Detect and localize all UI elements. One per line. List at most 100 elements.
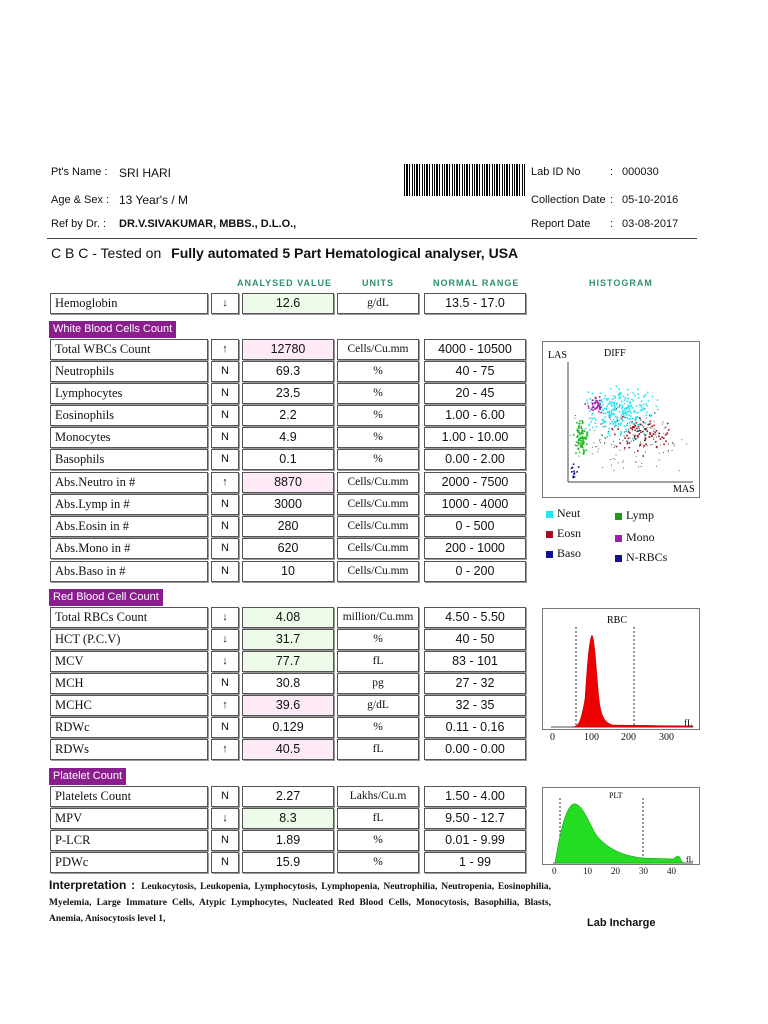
scatter-point: [630, 421, 632, 422]
scatter-point: [604, 394, 606, 397]
rbc-tick: 100: [584, 732, 599, 743]
scatter-point: [649, 432, 652, 434]
scatter-point: [599, 408, 601, 410]
scatter-point: [637, 397, 640, 399]
scatter-point: [619, 396, 622, 399]
scatter-point: [604, 426, 606, 428]
scatter-point: [581, 440, 584, 443]
scatter-point: [638, 428, 640, 429]
scatter-point: [630, 415, 632, 417]
scatter-point: [637, 430, 639, 433]
scatter-point: [608, 427, 610, 430]
flag-indicator: ↓: [211, 651, 239, 672]
colon: :: [610, 194, 614, 206]
section-wbc: White Blood Cells Count: [49, 321, 177, 338]
scatter-point: [650, 422, 652, 425]
scatter-point: [631, 430, 633, 432]
flag-indicator: N: [211, 538, 239, 559]
scatter-point: [626, 442, 629, 445]
analysed-value: 15.9: [242, 852, 334, 873]
scatter-point: [596, 400, 599, 402]
scatter-point: [649, 415, 650, 416]
scatter-point: [588, 423, 591, 426]
normal-range: 13.5 - 17.0: [424, 293, 526, 314]
scatter-point: [616, 418, 618, 421]
scatter-point: [613, 469, 615, 471]
scatter-point: [638, 429, 640, 431]
scatter-point: [638, 404, 641, 406]
scatter-point: [636, 434, 639, 437]
rbc-tick: 300: [659, 732, 674, 743]
scatter-point: [641, 407, 644, 409]
scatter-point: [572, 463, 575, 465]
scatter-point: [622, 439, 624, 441]
scatter-point: [585, 435, 588, 437]
scatter-point: [673, 443, 675, 445]
scatter-point: [641, 463, 643, 465]
scatter-point: [626, 434, 628, 437]
scatter-point: [630, 427, 632, 429]
scatter-point: [634, 419, 636, 421]
interpretation-text: Leukocytosis, Leukopenia, Lymphocytosis,…: [49, 882, 551, 924]
scatter-point: [666, 432, 668, 435]
unit: %: [337, 852, 419, 873]
scatter-point: [646, 429, 648, 431]
legend-item: Baso: [546, 546, 581, 561]
scatter-point: [653, 428, 655, 430]
scatter-point: [622, 413, 624, 415]
analysed-value: 12780: [242, 339, 334, 360]
scatter-point: [622, 418, 623, 420]
scatter-point: [649, 432, 651, 434]
flag-indicator: N: [211, 717, 239, 738]
scatter-point: [619, 434, 622, 436]
normal-range: 0.00 - 0.00: [424, 739, 526, 760]
scatter-point: [631, 407, 634, 409]
scatter-point: [632, 421, 633, 422]
scatter-point: [635, 421, 638, 424]
report-date: 03-08-2017: [622, 218, 679, 230]
scatter-point: [626, 388, 629, 391]
plt-tick: 0: [552, 866, 557, 876]
scatter-point: [619, 442, 621, 444]
scatter-point: [628, 410, 630, 413]
scatter-point: [588, 429, 591, 431]
scatter-point: [595, 419, 597, 421]
scatter-point: [655, 441, 657, 443]
col-histogram: HISTOGRAM: [589, 278, 653, 288]
unit: million/Cu.mm: [337, 607, 419, 628]
scatter-point: [579, 445, 582, 448]
scatter-point: [655, 430, 658, 432]
col-units: UNITS: [362, 278, 394, 288]
scatter-point: [623, 425, 626, 427]
scatter-point: [626, 430, 628, 432]
scatter-point: [643, 396, 645, 398]
scatter-point: [640, 429, 642, 431]
plt-tick: 30: [639, 866, 648, 876]
legend-item: Eosn: [546, 526, 581, 541]
scatter-point: [581, 430, 584, 433]
scatter-point: [633, 409, 636, 412]
scatter-point: [634, 425, 637, 427]
plt-tick: 10: [583, 866, 592, 876]
scatter-point: [592, 409, 594, 411]
scatter-point: [577, 441, 580, 444]
flag-indicator: ↓: [211, 293, 239, 314]
analysed-value: 620: [242, 538, 334, 559]
legend-label: Lymp: [626, 508, 655, 522]
scatter-point: [612, 409, 615, 412]
legend-item: Lymp: [615, 508, 654, 523]
scatter-point: [617, 420, 618, 422]
scatter-point: [603, 407, 606, 410]
scatter-point: [584, 436, 586, 439]
scatter-point: [663, 433, 665, 434]
scatter-point: [623, 435, 625, 437]
scatter-point: [653, 430, 655, 432]
scatter-point: [613, 441, 614, 443]
scatter-point: [574, 415, 576, 416]
scatter-point: [635, 416, 638, 418]
scatter-point: [620, 407, 623, 410]
test-name: Abs.Neutro in #: [50, 472, 208, 493]
scatter-point: [579, 444, 582, 447]
scatter-point: [629, 432, 631, 434]
scatter-point: [661, 436, 663, 439]
